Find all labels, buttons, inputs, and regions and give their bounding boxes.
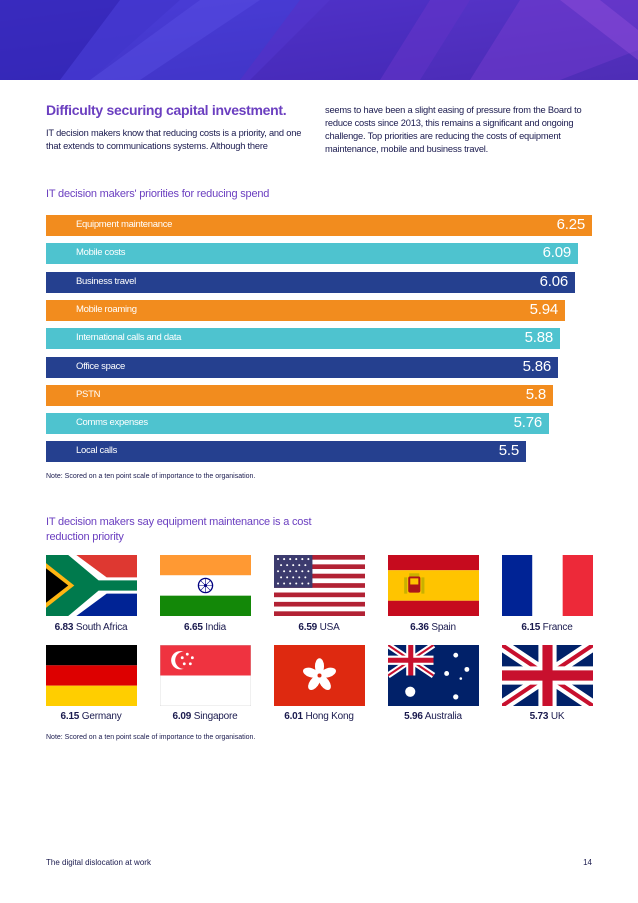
bar-value-label: 6.06	[539, 272, 569, 290]
chart-title: IT decision makers' priorities for reduc…	[46, 188, 270, 200]
bar-label: PSTN	[76, 388, 101, 400]
country-caption: 6.15 Germany	[60, 711, 122, 722]
chart-note: Note: Scored on a ten point scale of imp…	[46, 473, 256, 480]
article-heading: Difficulty securing capital investment.	[46, 102, 287, 118]
countries-title: IT decision makers say equipment mainten…	[46, 516, 312, 543]
intro-text-right: seems to have been a slight easing of pr…	[325, 105, 582, 154]
bar-value-label: 5.88	[524, 329, 554, 347]
country-caption: 6.15 France	[521, 622, 573, 633]
footer-title: The digital dislocation at work	[46, 858, 151, 867]
countries-note: Note: Scored on a ten point scale of imp…	[46, 734, 256, 741]
france-flag	[502, 555, 593, 616]
country-caption: 6.36 Spain	[410, 622, 456, 633]
bar-label: Office space	[76, 360, 126, 372]
country-caption: 6.65 India	[184, 622, 226, 633]
intro-text-left: IT decision makers know that reducing co…	[46, 128, 302, 151]
bar: International calls and data 5.88	[46, 328, 560, 350]
bar-value-label: 5.94	[529, 300, 559, 318]
south-africa-flag	[46, 555, 137, 616]
usa-flag	[274, 555, 365, 616]
hong-kong-flag	[274, 645, 365, 706]
india-flag	[160, 555, 251, 616]
uk-flag	[502, 645, 593, 706]
country-caption: 5.73 UK	[529, 711, 565, 722]
bar: Mobile roaming 5.94	[46, 299, 565, 321]
bar-label: International calls and data	[76, 332, 182, 344]
bar: Local calls 5.5	[46, 441, 526, 463]
bar-label: Local calls	[76, 445, 118, 457]
country-caption: 6.01 Hong Kong	[284, 711, 354, 722]
bar: PSTN 5.8	[46, 384, 553, 406]
bar: Comms expenses 5.76	[46, 413, 549, 435]
bar-label: Comms expenses	[76, 417, 148, 429]
bar-value-label: 5.86	[522, 357, 552, 375]
banner-graphic	[0, 0, 638, 80]
country-caption: 6.83 South Africa	[54, 622, 128, 633]
bar-value-label: 5.8	[525, 385, 546, 403]
bar: Equipment maintenance 6.25	[46, 215, 592, 236]
bar: Business travel 6.06	[46, 271, 575, 293]
australia-flag	[388, 645, 479, 706]
bar-label: Business travel	[76, 275, 136, 287]
bar-label: Mobile costs	[76, 247, 126, 259]
country-caption: 6.09 Singapore	[172, 711, 238, 722]
page-number: 14	[583, 858, 592, 867]
bar-value-label: 5.5	[498, 442, 519, 460]
bar-label: Equipment maintenance	[76, 219, 173, 230]
bar-label: Mobile roaming	[76, 303, 137, 315]
singapore-flag	[160, 645, 251, 706]
bar: Mobile costs 6.09	[46, 243, 578, 265]
country-caption: 6.59 USA	[298, 622, 340, 633]
country-caption: 5.96 Australia	[404, 711, 462, 722]
germany-flag	[46, 645, 137, 706]
bar: Office space 5.86	[46, 356, 558, 378]
bar-value-label: 6.25	[556, 216, 586, 233]
header-banner	[0, 0, 638, 80]
bar-value-label: 6.09	[542, 244, 572, 262]
spain-flag	[388, 555, 479, 616]
bar-value-label: 5.76	[513, 414, 543, 432]
